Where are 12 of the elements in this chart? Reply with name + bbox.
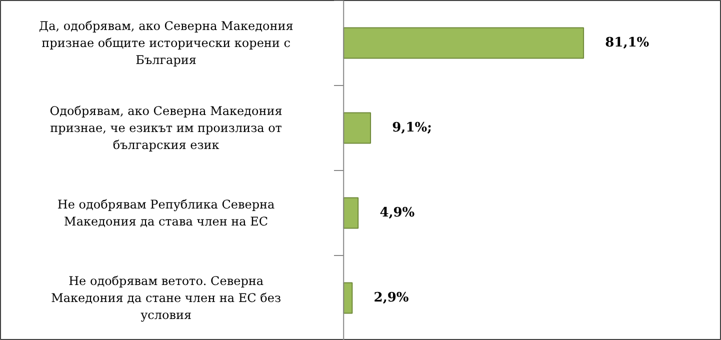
y-tick-label: Не одобрявам ветото. Северна Македония да стане член на ЕС без условия: [51, 274, 281, 322]
data-label: 4,9%: [380, 206, 416, 220]
y-tick-label: Да, одобрявам, ако Северна Македония признае общите исторически корени с България: [38, 19, 294, 67]
bar: [343, 197, 359, 229]
data-label: 81,1%: [605, 36, 650, 50]
data-label: 9,1%;: [392, 120, 432, 136]
data-label: 2,9%: [374, 290, 410, 306]
bar: [343, 112, 372, 144]
y-tick-label: Одобрявам, ако Северна Македония признае, че езикът им произлиза от българския език: [50, 104, 282, 152]
bar: [343, 282, 353, 314]
y-tick-label: Не одобрявам Република Северна Македония да става член на ЕС: [57, 198, 275, 228]
bar: [343, 27, 584, 59]
